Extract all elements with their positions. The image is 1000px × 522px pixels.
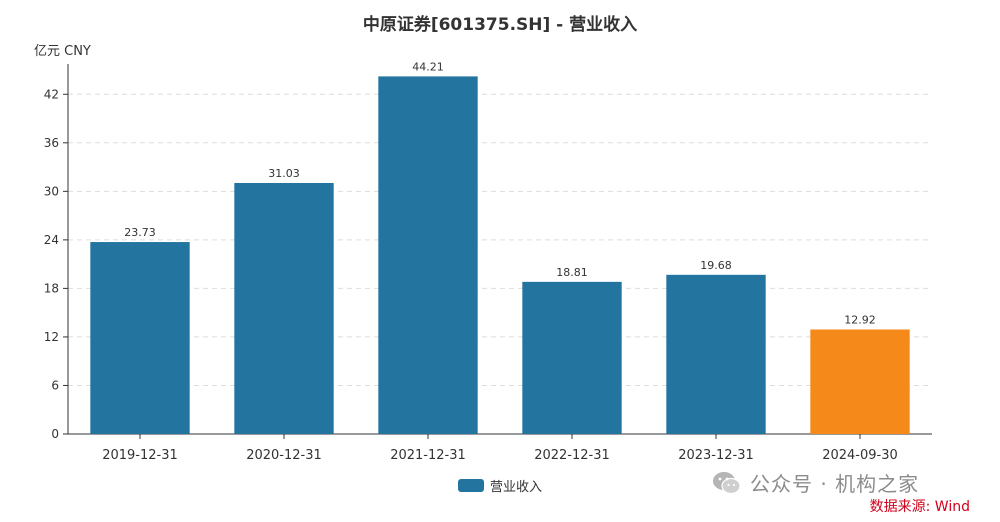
x-tick-label: 2024-09-30 <box>822 448 898 463</box>
y-tick-label: 36 <box>44 136 59 150</box>
x-tick-label: 2021-12-31 <box>390 448 466 463</box>
x-tick-label: 2023-12-31 <box>678 448 754 463</box>
chart-title: 中原证券[601375.SH] - 营业收入 <box>362 15 638 35</box>
bar-value-label: 31.03 <box>268 167 300 180</box>
bar-2024-09-30 <box>810 329 910 434</box>
bar-value-label: 12.92 <box>844 313 876 326</box>
x-tick-label: 2019-12-31 <box>102 448 178 463</box>
y-tick-label: 30 <box>44 184 59 198</box>
y-tick-label: 18 <box>44 281 59 295</box>
wechat-icon <box>713 471 741 494</box>
y-tick-label: 42 <box>44 87 59 101</box>
x-tick-label: 2022-12-31 <box>534 448 610 463</box>
x-tick-label: 2020-12-31 <box>246 448 322 463</box>
y-tick-label: 24 <box>44 233 59 247</box>
legend-label: 营业收入 <box>489 480 542 495</box>
source-note: 数据来源: Wind <box>869 499 970 515</box>
y-tick-label: 0 <box>51 427 59 441</box>
bar-value-label: 23.73 <box>124 226 156 239</box>
y-tick-label: 6 <box>51 378 59 392</box>
legend-swatch <box>457 479 484 492</box>
bar-2019-12-31 <box>90 242 190 434</box>
bar-2023-12-31 <box>666 274 766 434</box>
bar-value-label: 44.21 <box>412 60 444 73</box>
y-axis-unit-label: 亿元 CNY <box>34 44 91 59</box>
y-tick-label: 12 <box>44 330 59 344</box>
bar-2021-12-31 <box>378 76 478 434</box>
watermark-text: 公众号 · 机构之家 <box>750 472 920 496</box>
bar-2020-12-31 <box>234 183 334 434</box>
watermark: 公众号 · 机构之家 <box>712 468 919 497</box>
bar-2022-12-31 <box>522 281 622 434</box>
bar-value-label: 19.68 <box>700 259 732 272</box>
legend[interactable]: 营业收入 <box>0 476 1000 495</box>
bar-value-label: 18.81 <box>556 266 588 279</box>
